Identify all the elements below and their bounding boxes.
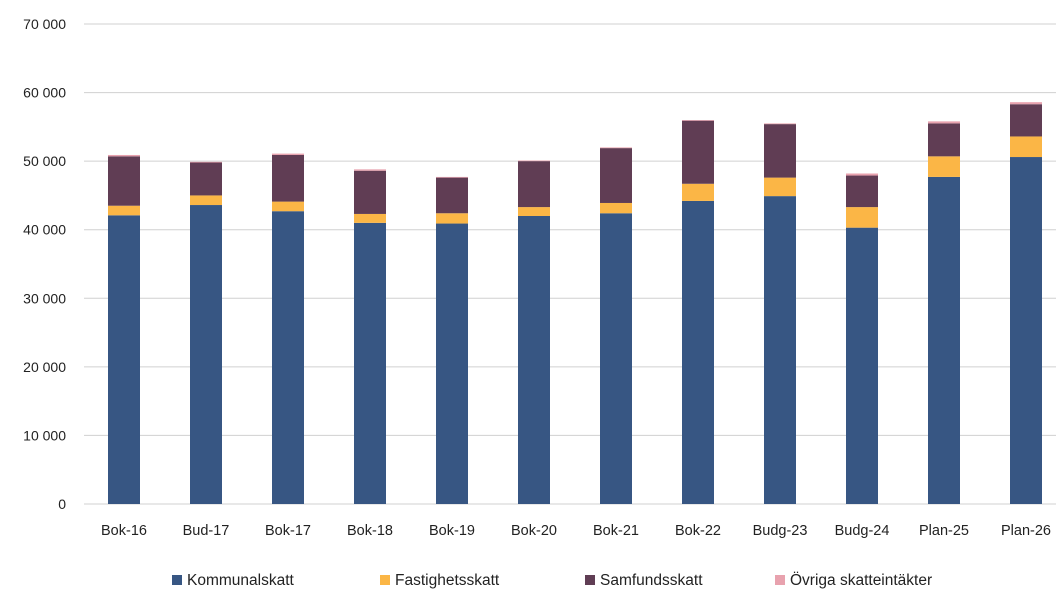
bar-segment <box>682 120 714 184</box>
bar-segment <box>108 156 140 206</box>
y-tick-label: 20 000 <box>23 359 66 375</box>
legend-label: Kommunalskatt <box>187 572 295 589</box>
legend-label: Fastighetsskatt <box>395 572 500 589</box>
bar-segment <box>190 195 222 206</box>
bar-segment <box>108 154 140 157</box>
x-tick-label: Plan-25 <box>919 523 969 539</box>
bar-segment <box>682 120 714 121</box>
bar-segment <box>928 121 960 124</box>
bar-segment <box>190 162 222 196</box>
bar-segment <box>108 215 140 505</box>
legend: Kommunalskatt Fastighetsskatt Samfundsskat… <box>172 571 932 589</box>
bar-segment <box>272 201 304 212</box>
x-tick-label: Bok-20 <box>511 523 557 539</box>
bar-segment <box>600 148 632 203</box>
bar-segment <box>600 213 632 504</box>
bar-segment <box>1010 102 1042 105</box>
bar-segment <box>190 161 222 163</box>
bar-segment <box>354 213 386 223</box>
bar-segment <box>354 170 386 214</box>
bar-segment <box>928 156 960 177</box>
bar-segment <box>764 196 796 504</box>
y-tick-label: 70 000 <box>23 16 66 32</box>
x-tick-label: Bok-16 <box>101 523 147 539</box>
x-tick-label: Budg-24 <box>835 523 890 539</box>
grid <box>84 23 1056 505</box>
y-tick-label: 50 000 <box>23 153 66 169</box>
x-tick-label: Bok-18 <box>347 523 393 539</box>
legend-swatch <box>380 575 390 585</box>
x-tick-label: Plan-26 <box>1001 523 1051 539</box>
bar-segment <box>600 147 632 149</box>
x-axis-ticks: Bok-16 Bud-17 Bok-17 Bok-18 Bok-19 Bok-20 Bok-… <box>101 523 1051 539</box>
bar-segment <box>764 177 796 197</box>
bar-segment <box>682 183 714 201</box>
legend-label: Samfundsskatt <box>600 572 703 589</box>
bar-segment <box>928 176 960 504</box>
bar-segment <box>518 207 550 216</box>
bar-segment <box>354 222 386 504</box>
x-tick-label: Budg-23 <box>753 523 808 539</box>
bar-segment <box>928 123 960 157</box>
bar-segment <box>846 175 878 208</box>
bar-segment <box>272 211 304 504</box>
legend-label: Övriga skatteintäkter <box>790 571 932 589</box>
x-tick-label: Bok-21 <box>593 523 639 539</box>
bar-segment <box>682 200 714 504</box>
bar-segment <box>354 169 386 171</box>
y-tick-label: 40 000 <box>23 222 66 238</box>
bar-segment <box>1010 136 1042 158</box>
bar-segment <box>764 123 796 125</box>
bar-segment <box>1010 104 1042 137</box>
bar-segment <box>272 153 304 155</box>
y-tick-label: 30 000 <box>23 290 66 306</box>
bar-segment <box>436 177 468 214</box>
x-tick-label: Bok-17 <box>265 523 311 539</box>
bar-segment <box>436 213 468 224</box>
x-tick-label: Bok-19 <box>429 523 475 539</box>
y-tick-label: 10 000 <box>23 427 66 443</box>
legend-swatch <box>775 575 785 585</box>
x-tick-label: Bok-22 <box>675 523 721 539</box>
x-tick-label: Bud-17 <box>183 523 230 539</box>
bar-segment <box>272 154 304 202</box>
bar-segment <box>518 161 550 208</box>
bar-segment <box>764 124 796 178</box>
legend-swatch <box>172 575 182 585</box>
bar-segment <box>846 207 878 228</box>
bar-segment <box>518 160 550 162</box>
bar-segment <box>190 205 222 504</box>
bar-segment <box>846 227 878 504</box>
y-tick-label: 60 000 <box>23 85 66 101</box>
bar-segment <box>600 202 632 214</box>
bar-segment <box>436 223 468 505</box>
bar-segment <box>518 216 550 504</box>
bar-segment <box>436 176 468 178</box>
bars <box>108 102 1042 505</box>
bar-segment <box>846 173 878 176</box>
legend-swatch <box>585 575 595 585</box>
y-axis-ticks: 0 10 000 20 000 30 000 40 000 50 000 60 000 70 … <box>23 16 66 512</box>
y-tick-label: 0 <box>58 496 66 512</box>
bar-segment <box>1010 157 1042 504</box>
bar-segment <box>108 205 140 216</box>
